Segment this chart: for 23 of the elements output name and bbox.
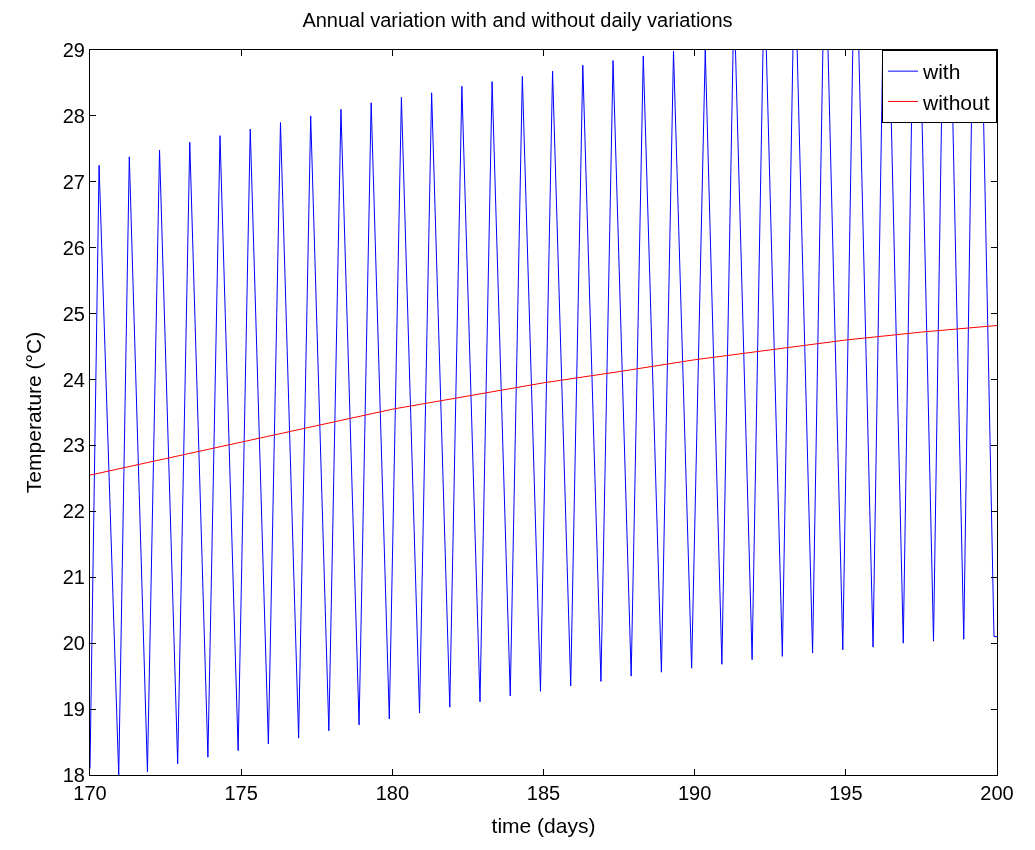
y-tick-label: 25 [62, 302, 85, 325]
x-tick-label: 190 [677, 782, 712, 804]
y-tick-label: 24 [62, 368, 85, 391]
legend-label: without [922, 90, 990, 114]
y-tick-label: 19 [62, 698, 85, 721]
x-tick-label: 185 [526, 782, 561, 804]
y-tick-label: 26 [62, 236, 85, 259]
x-tick-label: 180 [375, 782, 410, 804]
y-tick-label: 21 [62, 566, 85, 589]
y-tick-label: 20 [62, 632, 85, 655]
y-tick-label: 28 [62, 104, 85, 127]
x-tick-label: 200 [980, 782, 1014, 804]
y-tick-label: 29 [62, 39, 85, 61]
y-tick-label: 22 [62, 500, 85, 523]
y-tick-label: 27 [62, 170, 85, 193]
chart-title: Annual variation with and without daily variations [302, 8, 733, 31]
y-axis-title: Temperature (°C) [21, 331, 45, 494]
series-label: with [922, 60, 961, 84]
x-axis-title: time (days) [491, 814, 596, 838]
x-tick-label: 175 [224, 782, 258, 804]
y-tick-label: 23 [62, 434, 85, 457]
line-series [90, 325, 997, 476]
x-tick-label: 195 [829, 782, 863, 804]
